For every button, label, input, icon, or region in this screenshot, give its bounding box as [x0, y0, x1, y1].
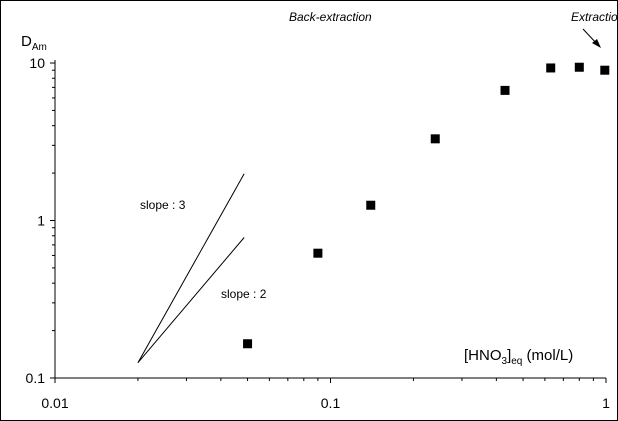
plot-layer: 0.01 0.1 1 0.1 1 10 [26, 55, 611, 411]
slope-3-label: slope : 3 [140, 198, 186, 212]
data-point [546, 63, 556, 73]
slope-2-label: slope : 2 [221, 287, 267, 301]
slope-2-line [137, 237, 245, 364]
back-extraction-annotation: Back-extraction [289, 10, 372, 24]
y-tick-label: 1 [37, 213, 45, 229]
y-tick-label: 10 [29, 55, 45, 71]
y-axis-label: DAm [21, 33, 47, 53]
y-tick-label: 0.1 [26, 370, 46, 386]
data-point [313, 248, 323, 258]
x-tick-label: 0.1 [321, 395, 341, 411]
data-point [600, 65, 610, 75]
data-point [500, 85, 510, 95]
x-tick-label: 1 [602, 395, 610, 411]
x-tick-label: 0.01 [41, 395, 68, 411]
extraction-annotation: Extraction [571, 10, 618, 24]
extraction-arrowhead [592, 39, 601, 48]
data-point [366, 200, 376, 210]
data-point [574, 62, 584, 72]
data-point [243, 339, 253, 349]
x-axis-label: [HNO3]eq (mol/L) [464, 347, 573, 367]
slope-3-line [137, 173, 245, 363]
data-point [430, 134, 440, 144]
